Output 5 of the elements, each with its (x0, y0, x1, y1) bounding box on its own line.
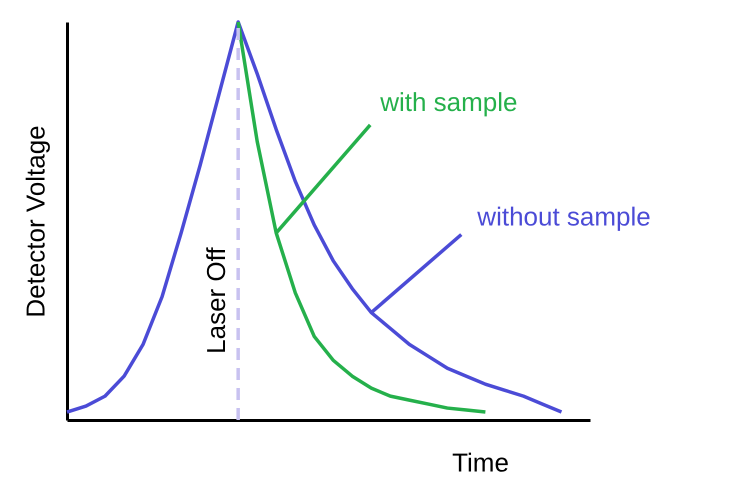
annotation: Laser Off (201, 246, 232, 354)
text: with sample (379, 86, 518, 117)
x-axis-title: Time (452, 448, 509, 478)
y-axis-title: Detector Voltage (20, 125, 50, 318)
text: without sample (476, 202, 651, 232)
